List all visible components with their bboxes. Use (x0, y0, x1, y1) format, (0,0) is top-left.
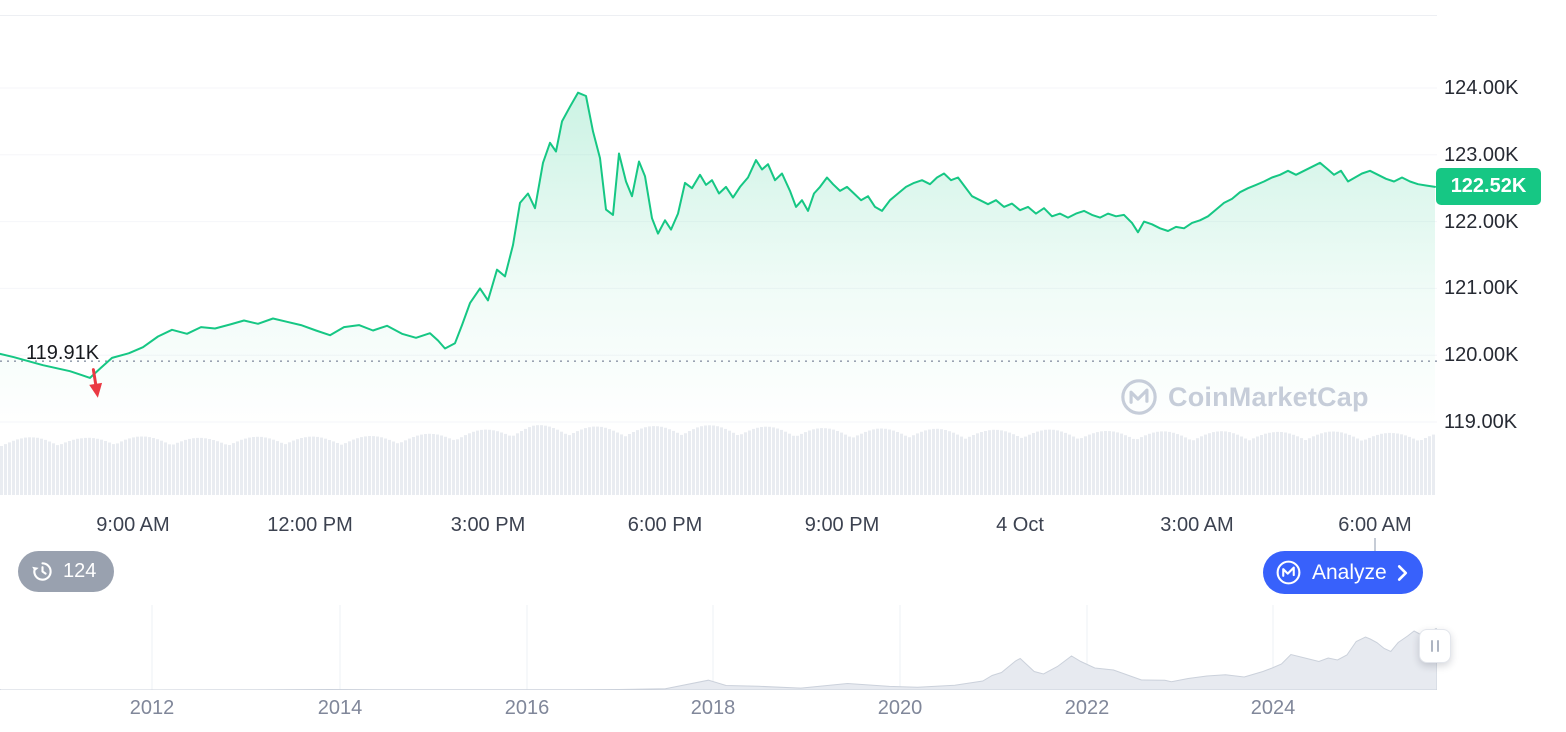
open-price-label: 119.91K (26, 342, 100, 364)
time-axis-label: 9:00 PM (804, 514, 880, 536)
current-price-badge: 122.52K (1436, 168, 1541, 205)
year-axis-label: 2012 (129, 697, 175, 719)
coinmarketcap-logo-icon (1276, 560, 1301, 585)
year-axis-label: 2016 (504, 697, 550, 719)
handle-grip-icon (1437, 640, 1439, 652)
year-axis: 2012 2014 2016 2018 2020 2022 2024 (0, 697, 1437, 725)
coinmarketcap-logo-icon (1121, 379, 1157, 415)
session-low-arrow-icon (87, 366, 104, 400)
handle-grip-icon (1431, 640, 1433, 652)
watermark-text: CoinMarketCap (1168, 381, 1369, 412)
year-axis-label: 2018 (690, 697, 736, 719)
price-axis: 124.00K 123.00K 122.00K 121.00K 120.00K 119.0… (1437, 0, 1566, 540)
chevron-right-icon (1397, 564, 1407, 581)
time-axis-label: 3:00 AM (1160, 514, 1234, 536)
year-axis-label: 2024 (1250, 697, 1296, 719)
year-axis-label: 2022 (1064, 697, 1110, 719)
range-navigator-chart[interactable] (0, 605, 1437, 690)
price-axis-label: 124.00K (1444, 77, 1519, 99)
price-axis-label: 120.00K (1444, 344, 1519, 367)
time-axis: 9:00 AM 12:00 PM 3:00 PM 6:00 PM 9:00 PM 4 Oc… (0, 512, 1437, 540)
time-axis-label: 4 Oct (996, 514, 1044, 536)
price-axis-label: 122.00K (1444, 210, 1519, 233)
analyze-button[interactable]: Analyze (1263, 551, 1423, 594)
time-axis-label: 12:00 PM (267, 514, 353, 536)
price-axis-label: 119.00K (1444, 411, 1518, 433)
time-axis-label: 6:00 PM (627, 514, 703, 536)
year-axis-label: 2014 (317, 697, 363, 719)
time-axis-label: 9:00 AM (96, 514, 170, 536)
coinmarketcap-watermark: CoinMarketCap (1120, 378, 1369, 416)
history-count-pill[interactable]: 124 (18, 551, 115, 592)
current-time-tick (1374, 538, 1376, 552)
time-axis-label: 6:00 AM (1338, 514, 1412, 536)
history-count-label: 124 (63, 560, 97, 582)
price-axis-label: 123.00K (1444, 143, 1519, 166)
price-axis-label: 121.00K (1444, 277, 1519, 300)
price-area-chart[interactable] (0, 15, 1437, 495)
analyze-label: Analyze (1312, 560, 1387, 584)
range-handle[interactable] (1419, 629, 1451, 663)
history-clock-icon (32, 562, 52, 581)
year-axis-label: 2020 (877, 697, 923, 719)
time-axis-label: 3:00 PM (450, 514, 526, 536)
